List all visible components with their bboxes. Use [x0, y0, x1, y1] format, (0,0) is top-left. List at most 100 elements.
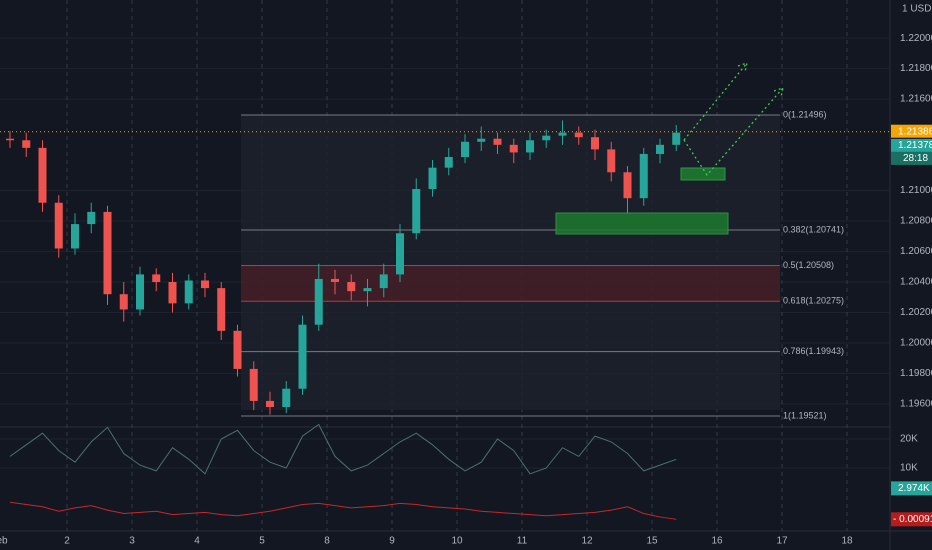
y-tick-label: 1.21000 — [900, 185, 932, 196]
candle-body — [282, 388, 291, 408]
fib-label: 0.786(1.19943) — [783, 346, 844, 356]
y-tick-label: 1.20000 — [900, 338, 932, 349]
candle-body — [152, 274, 161, 283]
candle-body — [6, 138, 14, 141]
countdown: 28:18 — [903, 153, 928, 164]
y-tick-label: 1.19600 — [900, 399, 932, 410]
volume-line — [9, 423, 677, 475]
ind-tag-label: - 0.00091 — [893, 514, 932, 525]
bid-price-label: 1.21378 — [898, 140, 932, 151]
candle-body — [477, 138, 486, 142]
candle-body — [558, 132, 567, 136]
candle-body — [168, 282, 177, 304]
y-tick-label: 1.20200 — [900, 307, 932, 318]
currency: 1 USD — [902, 4, 931, 15]
arrow-path — [683, 87, 784, 177]
demand-zone — [555, 212, 729, 235]
vol-tag-label: 2.974K — [898, 483, 930, 494]
arrow-path — [683, 62, 748, 141]
candle-body — [639, 153, 648, 199]
candle-body — [542, 135, 551, 141]
last-price-label: 1.21386 — [898, 126, 932, 137]
target-zone — [680, 167, 726, 181]
arrow-head — [737, 62, 748, 73]
candle-body — [38, 147, 47, 203]
candle-body — [672, 132, 681, 145]
candle-body — [461, 141, 469, 158]
y-tick-label: 1.20400 — [900, 277, 932, 288]
x-tick-label: 8 — [324, 536, 330, 547]
x-tick-label: 17 — [776, 536, 788, 547]
candle-body — [184, 280, 193, 304]
fib-label: 1(1.19521) — [783, 410, 827, 420]
x-tick-label: 11 — [517, 536, 528, 547]
x-tick-label: eb — [0, 536, 8, 547]
candle-body — [217, 288, 226, 331]
candle-body — [54, 202, 63, 249]
candle-body — [574, 132, 583, 138]
candle-body — [119, 294, 128, 310]
vol-tag — [891, 481, 932, 496]
indicator-line — [9, 501, 677, 520]
x-tick-label: 18 — [841, 536, 853, 547]
candle-body — [396, 233, 404, 275]
vol-tick-label: 20K — [900, 434, 918, 445]
candle-body — [428, 167, 437, 190]
arrow-head — [773, 87, 784, 98]
candle-body — [298, 324, 307, 389]
y-tick-label: 1.21800 — [900, 63, 932, 74]
candle-body — [249, 368, 258, 401]
candle-body — [363, 288, 372, 292]
candle-body — [444, 157, 453, 168]
y-tick-label: 1.19800 — [900, 368, 932, 379]
candle-body — [379, 274, 388, 289]
fib-label: 0.5(1.20508) — [783, 260, 834, 270]
candle-body — [331, 278, 339, 283]
ind-tag — [891, 512, 932, 527]
bid-price-tag — [891, 138, 932, 152]
candle-body — [591, 137, 599, 150]
candle-body — [233, 330, 242, 369]
candle-body — [87, 211, 96, 225]
fib-retracement: 0(1.21496) 0.382(1.20741) 0.5(1.20508) 0.61… — [241, 109, 844, 420]
x-tick-label: 4 — [194, 536, 200, 547]
plot — [0, 120, 890, 520]
fib-label: 0(1.21496) — [783, 109, 827, 119]
axes: 1.22000 1.21800 1.21600 1.21000 1.20800 1.206… — [0, 33, 932, 547]
y-tick-label: 1.20600 — [900, 246, 932, 257]
fib-label: 0.618(1.20275) — [783, 295, 844, 305]
candle-body — [607, 149, 616, 173]
y-tick-label: 1.21600 — [900, 94, 932, 105]
x-tick-label: 2 — [64, 536, 70, 547]
candle-body — [71, 224, 79, 249]
x-tick-label: 9 — [389, 536, 395, 547]
x-tick-label: 5 — [259, 536, 265, 547]
candle-body — [266, 400, 274, 408]
countdown-bg — [891, 151, 932, 165]
vol-tick-label: 10K — [900, 463, 918, 474]
candle-body — [526, 140, 534, 153]
fib-label: 0.382(1.20741) — [783, 224, 844, 234]
last-price-tag — [891, 124, 932, 138]
x-tick-label: 15 — [646, 536, 658, 547]
x-tick-label: 16 — [711, 536, 723, 547]
x-tick-label: 10 — [451, 536, 463, 547]
candle-body — [103, 211, 112, 295]
candle-body — [623, 172, 632, 199]
y-tick-label: 1.20800 — [900, 216, 932, 227]
fib-zone — [241, 265, 780, 302]
x-tick-label: 3 — [129, 536, 135, 547]
candle-body — [412, 189, 421, 234]
candle-body — [136, 274, 144, 310]
candle-body — [347, 282, 356, 292]
candle-body — [201, 280, 209, 289]
projection-arrows — [683, 62, 784, 177]
candle-body — [656, 144, 664, 154]
candle-body — [493, 138, 502, 145]
candle-body — [509, 144, 518, 153]
candle-body — [314, 278, 323, 325]
fib-box — [241, 115, 780, 410]
candle-body — [22, 140, 31, 148]
y-tick-label: 1.22000 — [900, 33, 932, 44]
